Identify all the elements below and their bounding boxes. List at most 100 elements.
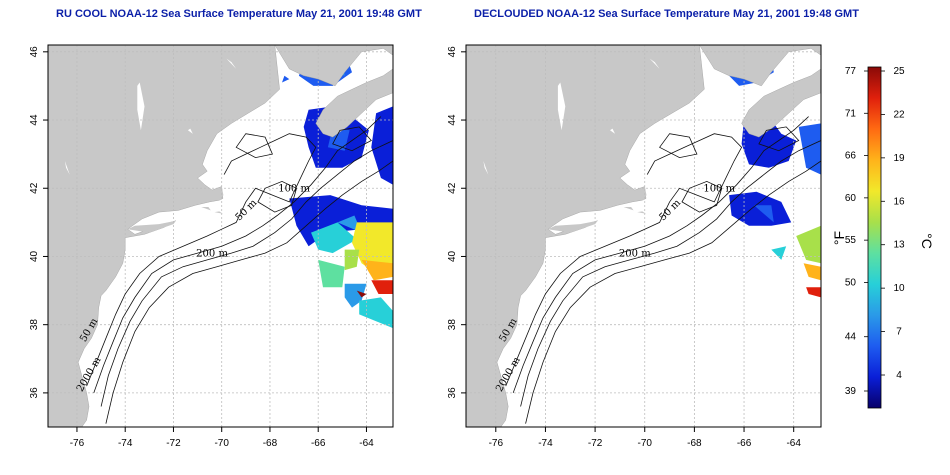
land-mass [466, 45, 821, 427]
celsius-tick-label: 10 [893, 283, 905, 294]
lake [64, 161, 70, 175]
depth-label: 200 m [196, 248, 228, 259]
fahrenheit-tick-label: 66 [845, 151, 857, 162]
celsius-unit-label: °C [919, 233, 935, 249]
contour-georges-bank [681, 180, 723, 213]
y-tick-label: 46 [447, 46, 458, 58]
y-tick-label: 38 [447, 319, 458, 331]
sst-patch [359, 297, 393, 329]
lake [226, 58, 237, 69]
lake [557, 82, 566, 131]
celsius-tick-label: 19 [893, 153, 905, 164]
x-tick-label: -68 [263, 438, 278, 449]
map-frame [47, 44, 394, 428]
sst-patch [311, 222, 357, 254]
lake [649, 58, 660, 69]
contour-200m [100, 140, 393, 407]
y-tick-label: 46 [29, 46, 40, 58]
lake [187, 128, 193, 134]
right-map-title: DECLOUDED NOAA-12 Sea Surface Temperatur… [474, 8, 859, 20]
x-tick-label: -72 [588, 438, 603, 449]
sst-patch [344, 283, 367, 308]
y-tick-label: 44 [447, 114, 458, 126]
left-map-title: RU COOL NOAA-12 Sea Surface Temperature … [56, 8, 422, 20]
y-tick-label: 40 [29, 250, 40, 262]
x-tick-label: -68 [687, 438, 702, 449]
y-tick-label: 36 [29, 387, 40, 399]
fahrenheit-tick-label: 55 [845, 235, 857, 246]
contour-200m [520, 140, 821, 407]
celsius-tick-label: 22 [893, 109, 905, 120]
land-mass [48, 45, 393, 427]
lake [610, 128, 615, 134]
sst-patch [803, 263, 821, 281]
lake [137, 82, 145, 131]
x-tick-label: -72 [166, 438, 181, 449]
sst-patch [282, 75, 290, 83]
fahrenheit-tick-label: 44 [845, 332, 857, 343]
celsius-tick-label: 13 [893, 240, 905, 251]
y-tick-label: 40 [447, 250, 458, 262]
island [201, 207, 211, 211]
y-tick-label: 44 [29, 114, 40, 126]
map-frame [465, 44, 822, 428]
contour-50m [86, 133, 317, 387]
contour-100m [512, 116, 809, 394]
contour-2000m [525, 160, 821, 424]
fahrenheit-tick-label: 71 [845, 108, 857, 119]
y-tick-label: 42 [29, 182, 40, 194]
x-tick-label: -76 [489, 438, 504, 449]
contour-georges-bank [257, 180, 297, 213]
sst-patch [356, 290, 367, 298]
x-tick-label: -74 [118, 438, 133, 449]
x-tick-label: -70 [214, 438, 229, 449]
depth-label: 100 m [703, 184, 735, 195]
celsius-tick-label: 25 [893, 66, 905, 77]
fahrenheit-unit-label: °F [831, 231, 847, 245]
sst-patch [318, 259, 345, 288]
x-tick-label: -66 [311, 438, 326, 449]
x-tick-label: -70 [638, 438, 653, 449]
sst-patch [361, 259, 393, 281]
x-tick-label: -76 [70, 438, 85, 449]
island [547, 220, 598, 233]
celsius-tick-label: 4 [896, 370, 902, 381]
y-tick-label: 38 [29, 319, 40, 331]
sst-patch [344, 249, 360, 271]
x-tick-label: -64 [786, 438, 801, 449]
y-tick-label: 36 [447, 387, 458, 399]
lake [483, 161, 489, 175]
island [637, 211, 646, 214]
island [214, 211, 223, 214]
depth-label: 100 m [278, 184, 310, 195]
sst-patch [806, 287, 821, 298]
x-tick-label: -74 [538, 438, 553, 449]
colorbar-gradient [867, 66, 882, 409]
y-tick-label: 42 [447, 182, 458, 194]
fahrenheit-tick-label: 39 [845, 386, 857, 397]
fahrenheit-tick-label: 50 [845, 277, 857, 288]
contour-gulf-basin [659, 133, 698, 159]
contour-scotian-banks [758, 126, 800, 152]
depth-label: 200 m [619, 248, 651, 259]
x-tick-label: -64 [359, 438, 374, 449]
contour-50m [505, 133, 743, 387]
sst-patch [798, 123, 821, 175]
contour-2000m [105, 160, 393, 424]
contour-gulf-basin [235, 133, 273, 159]
island [127, 220, 176, 233]
x-tick-label: -66 [737, 438, 752, 449]
sst-patch [796, 225, 821, 264]
fahrenheit-tick-label: 77 [845, 66, 857, 77]
fahrenheit-tick-label: 60 [845, 193, 857, 204]
contour-scotian-banks [332, 126, 372, 152]
celsius-tick-label: 7 [896, 327, 902, 338]
island [623, 207, 634, 211]
contour-100m [93, 116, 382, 394]
temperature-colorbar: 77 71 66 60 55 50 44 39 25 22 19 16 13 10 7 4 °F °C [831, 66, 935, 409]
sst-patch [371, 280, 393, 294]
sst-patch [754, 205, 774, 223]
